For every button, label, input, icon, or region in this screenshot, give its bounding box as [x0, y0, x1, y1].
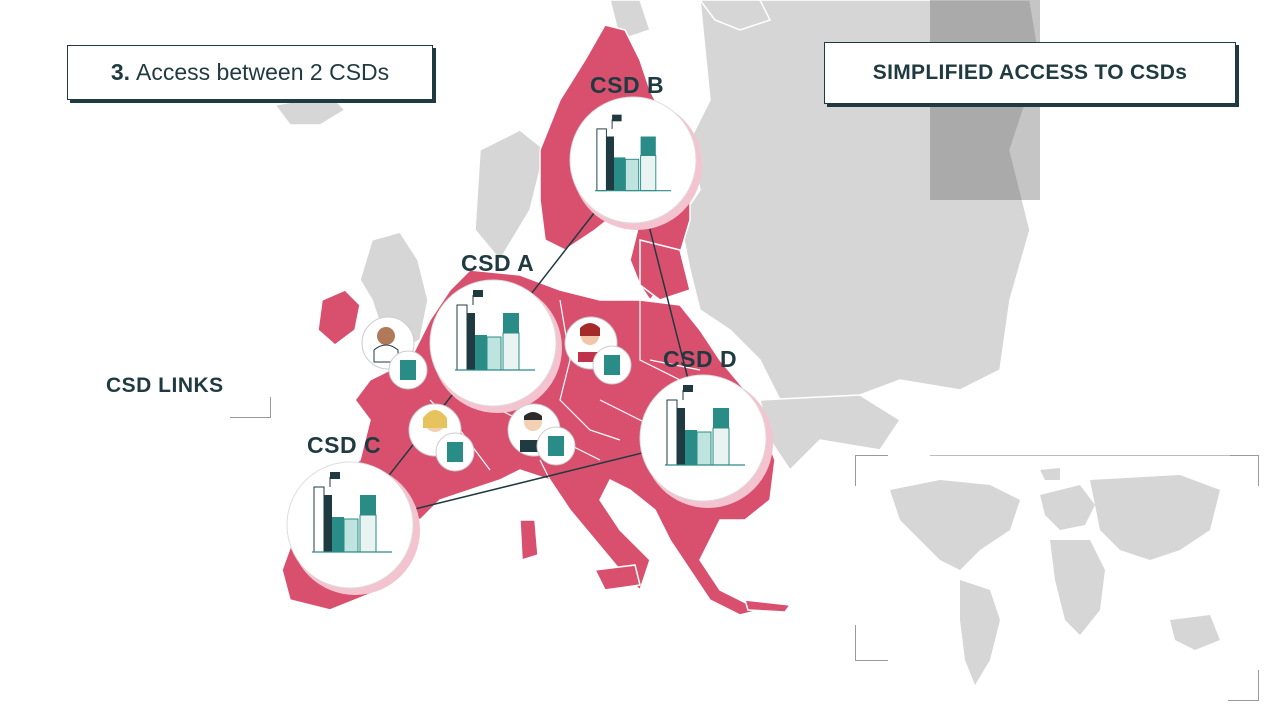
building-icon [447, 442, 463, 462]
csd-c-label: CSD C [307, 432, 382, 458]
csd-d-label: CSD D [663, 346, 738, 372]
participant-4[interactable] [507, 403, 576, 466]
csd-links-corner [230, 397, 271, 418]
csd-b-node[interactable] [569, 96, 702, 230]
participant-1[interactable] [361, 316, 428, 390]
page-title: SIMPLIFIED ACCESS TO CSDs [824, 42, 1236, 104]
step-text: Access between 2 CSDs [136, 59, 390, 85]
step-number: 3. [110, 59, 131, 85]
frame-corner [1228, 455, 1259, 486]
frame-line [930, 455, 1230, 456]
csd-links-label: CSD LINKS [106, 374, 224, 397]
world-map-icon [890, 468, 1220, 685]
csd-a-label: CSD A [461, 250, 535, 276]
participant-3[interactable] [408, 403, 475, 472]
csd-a-node[interactable] [429, 279, 562, 413]
frame-corner [1228, 670, 1259, 701]
building-icon [604, 355, 620, 375]
csd-c-node[interactable] [286, 461, 420, 595]
csd-b-label: CSD B [590, 72, 665, 98]
building-icon [400, 360, 416, 380]
frame-corner [855, 625, 888, 661]
csd-d-node[interactable] [639, 374, 773, 508]
participant-2[interactable] [564, 316, 632, 385]
person-icon [377, 327, 395, 345]
step-heading: 3. Access between 2 CSDs [67, 45, 433, 100]
building-icon [548, 436, 564, 456]
frame-corner [855, 455, 888, 486]
